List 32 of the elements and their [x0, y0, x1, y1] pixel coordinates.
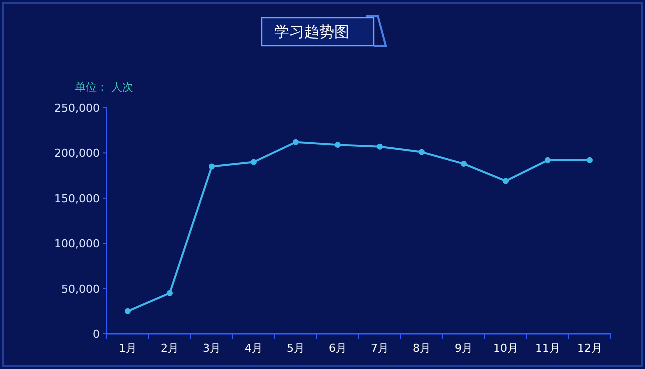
chart-title: 学习趋势图 — [274, 23, 350, 41]
x-tick-label: 6月 — [329, 342, 347, 355]
point — [377, 144, 383, 150]
y-tick-label: 0 — [93, 328, 100, 341]
point — [209, 164, 215, 170]
point — [545, 157, 551, 164]
y-tick-label: 50,000 — [62, 282, 100, 296]
x-tick-label: 3月 — [203, 342, 221, 355]
x-tick-label: 9月 — [455, 342, 473, 355]
x-tick-label: 8月 — [413, 342, 431, 355]
y-tick-label: 100,000 — [54, 238, 100, 251]
x-tick-label: 1月 — [119, 342, 137, 355]
x-tick-label: 7月 — [371, 342, 389, 355]
point — [251, 159, 257, 166]
point — [125, 308, 131, 314]
x-tick-label: 10月 — [494, 342, 518, 355]
point — [167, 290, 173, 296]
point — [293, 139, 299, 146]
point — [335, 142, 341, 148]
point — [419, 149, 425, 156]
point — [461, 161, 467, 168]
point — [587, 157, 593, 164]
y-axis-title: 单位： 人次 — [75, 81, 134, 94]
x-tick-label: 12月 — [578, 342, 602, 355]
x-tick-label: 11月 — [536, 342, 560, 355]
y-tick-label: 250,000 — [54, 102, 100, 115]
point — [503, 178, 509, 184]
x-tick-label: 5月 — [287, 342, 305, 355]
x-tick-label: 2月 — [161, 342, 179, 355]
y-tick-label: 150,000 — [54, 192, 100, 206]
y-tick-label: 200,000 — [54, 147, 100, 160]
x-tick-label: 4月 — [245, 342, 263, 355]
